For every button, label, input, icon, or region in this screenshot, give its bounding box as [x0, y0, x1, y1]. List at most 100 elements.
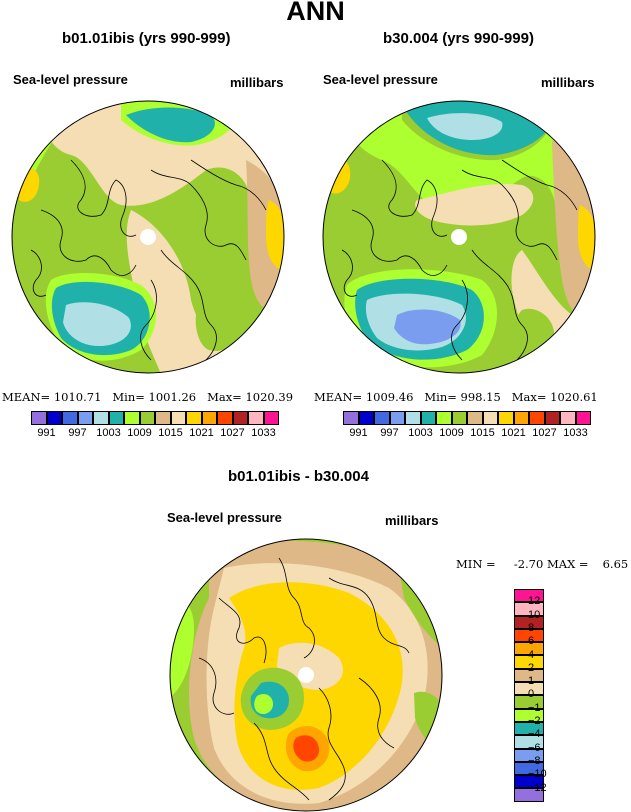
colorbar-tick-label: −12 [528, 781, 547, 794]
colorbar-swatch [575, 411, 591, 425]
colorbar-swatch [514, 708, 544, 722]
colorbar-swatch [124, 411, 140, 425]
colorbar-swatch [514, 668, 544, 683]
colorbar-tick-label: 1009 [439, 427, 464, 439]
colorbar-swatch [560, 411, 576, 425]
colorbar-tick-label: 8 [528, 621, 535, 634]
colorbar-swatch [31, 411, 47, 425]
right-panel-title: b30.004 (yrs 990-999) [383, 30, 534, 47]
colorbar-swatch [514, 775, 544, 789]
right-stats: MEAN= 1009.46 Min= 998.15 Max= 1020.61 [314, 390, 598, 404]
colorbar-swatch [514, 695, 544, 709]
colorbar-tick-label: 1003 [96, 427, 121, 439]
colorbar-swatch [514, 682, 544, 696]
right-units-label: millibars [541, 75, 595, 90]
colorbar-tick-label: 1015 [470, 427, 495, 439]
colorbar-tick-label: 1027 [532, 427, 557, 439]
colorbar-swatch [514, 748, 544, 762]
colorbar-tick-label: 10 [528, 608, 541, 621]
mean-value: 1010.71 [53, 390, 102, 404]
colorbar-tick-label: 1009 [127, 427, 152, 439]
colorbar-tick-label: 1033 [251, 427, 276, 439]
colorbar-swatch [514, 615, 544, 629]
right-field-label: Sea-level pressure [323, 72, 438, 87]
colorbar-swatch [451, 411, 467, 425]
left-polar-map [11, 100, 285, 374]
colorbar-swatch [544, 411, 560, 425]
colorbar-swatch [514, 589, 544, 603]
colorbar-tick-label: −4 [528, 728, 541, 741]
min-value: -2.70 [513, 557, 544, 571]
colorbar-tick-label: 997 [380, 427, 399, 439]
min-value: 1001.26 [148, 390, 197, 404]
pole-marker [140, 229, 156, 245]
colorbar-swatch [514, 602, 544, 616]
left-panel-title: b01.01ibis (yrs 990-999) [62, 30, 231, 47]
colorbar-swatch [467, 411, 483, 425]
colorbar-tick-label: 2 [528, 661, 535, 674]
colorbar-tick-label: 6 [528, 635, 535, 648]
colorbar-tick-label: 1033 [563, 427, 588, 439]
right-polar-map [322, 100, 596, 374]
colorbar-swatch [514, 735, 544, 749]
min-label: Min= [112, 390, 145, 404]
diff-polar-map [169, 538, 443, 812]
colorbar-swatch [513, 411, 529, 425]
diff-colorbar-ticks: 12 10 8 6 4 2 1 0 −1 −2 −4 −6 −8 −10 −12 [528, 589, 568, 803]
colorbar-swatch [62, 411, 78, 425]
colorbar-swatch [232, 411, 248, 425]
colorbar-tick-label: 991 [37, 427, 56, 439]
colorbar-swatch [170, 411, 186, 425]
right-colorbar [343, 411, 591, 425]
colorbar-tick-label: 4 [528, 648, 535, 661]
colorbar-tick-label: −8 [528, 754, 541, 767]
diff-stats: MIN = -2.70 MAX = 6.65 [456, 557, 628, 571]
colorbar-tick-label: 991 [349, 427, 368, 439]
colorbar-tick-label: 12 [528, 595, 541, 608]
colorbar-tick-label: −10 [528, 768, 547, 781]
diff-units-label: millibars [385, 513, 439, 528]
diff-field-label: Sea-level pressure [167, 510, 282, 525]
colorbar-swatch [420, 411, 436, 425]
max-value: 1020.39 [245, 390, 294, 404]
colorbar-swatch [514, 788, 544, 802]
colorbar-swatch [482, 411, 498, 425]
colorbar-swatch [248, 411, 264, 425]
max-value: 1020.61 [550, 390, 598, 404]
left-units-label: millibars [230, 75, 284, 90]
colorbar-swatch [529, 411, 545, 425]
colorbar-tick-label: −1 [528, 701, 541, 714]
colorbar-swatch [374, 411, 390, 425]
colorbar-tick-label: −6 [528, 741, 541, 754]
colorbar-tick-label: 1015 [158, 427, 183, 439]
mean-label: MEAN= [2, 390, 51, 404]
colorbar-swatch [514, 655, 544, 669]
colorbar-swatch [436, 411, 452, 425]
diff-colorbar [514, 589, 544, 802]
left-colorbar [31, 411, 279, 425]
colorbar-tick-label: 1021 [189, 427, 214, 439]
colorbar-swatch [186, 411, 202, 425]
pole-marker [298, 667, 314, 683]
max-label: MAX = [546, 557, 589, 571]
colorbar-swatch [217, 411, 233, 425]
colorbar-swatch [514, 642, 544, 656]
colorbar-swatch [358, 411, 374, 425]
left-field-label: Sea-level pressure [13, 72, 128, 87]
colorbar-swatch [139, 411, 155, 425]
colorbar-swatch [514, 628, 544, 643]
colorbar-tick-label: 1 [528, 675, 535, 688]
max-value: 6.65 [602, 557, 629, 571]
colorbar-tick-label: −2 [528, 715, 541, 727]
pole-marker [451, 229, 467, 245]
min-value: 998.15 [460, 390, 501, 404]
colorbar-swatch [405, 411, 421, 425]
colorbar-tick-label: 1021 [501, 427, 526, 439]
colorbar-swatch [155, 411, 171, 425]
mean-label: MEAN= [314, 390, 363, 404]
max-label: Max= [511, 390, 547, 404]
colorbar-tick-label: 997 [68, 427, 87, 439]
colorbar-swatch [498, 411, 514, 425]
colorbar-tick-label: 1003 [408, 427, 433, 439]
colorbar-swatch [108, 411, 124, 425]
